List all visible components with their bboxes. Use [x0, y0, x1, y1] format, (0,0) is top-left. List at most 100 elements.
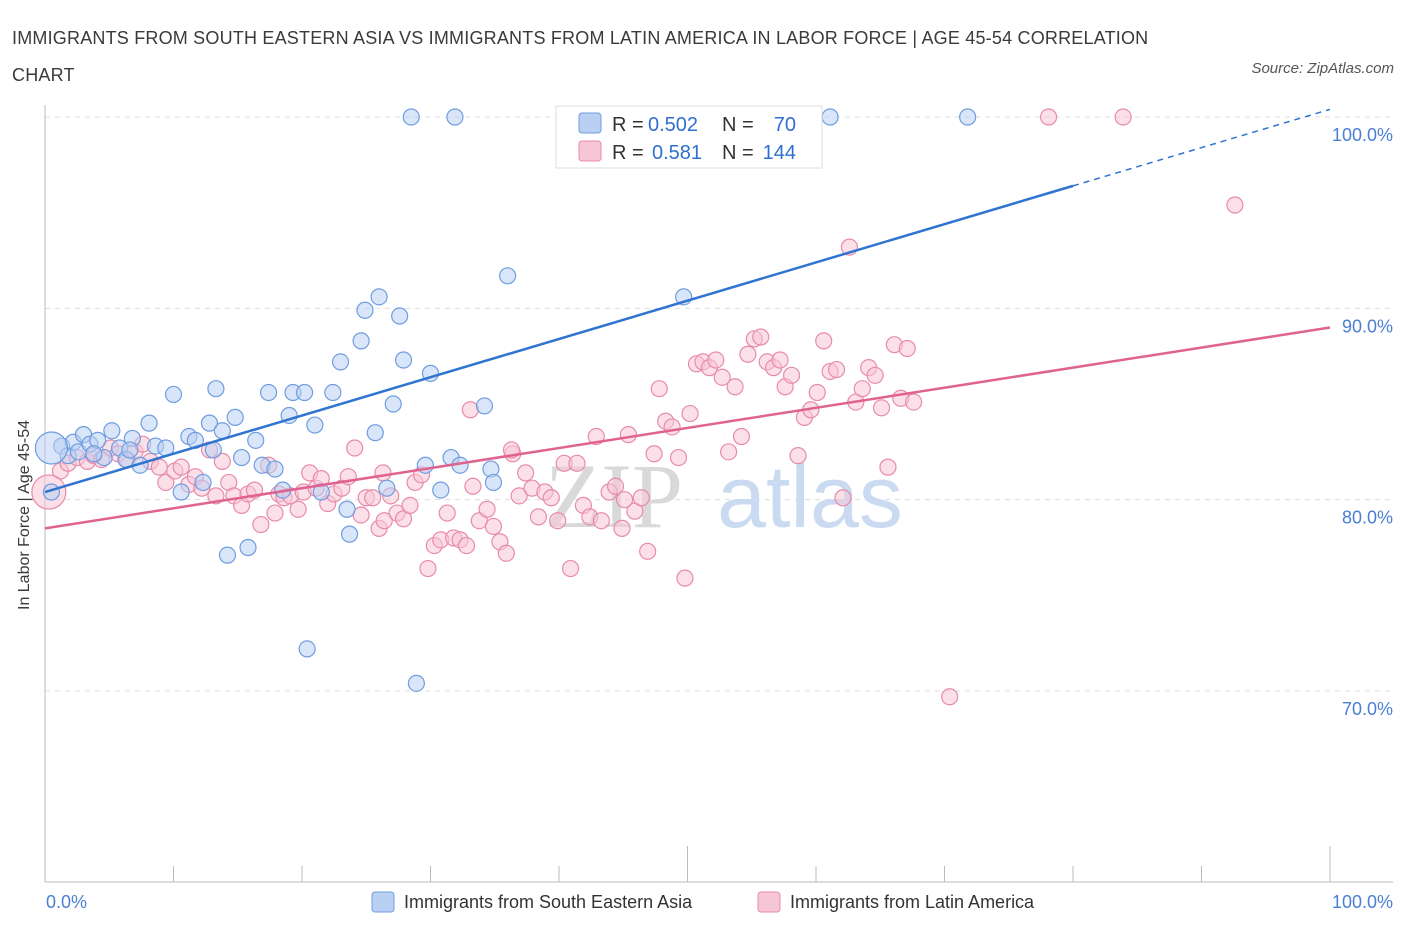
stats-n-value-blue: 70 [774, 114, 796, 136]
data-point [194, 473, 212, 492]
data-point [516, 464, 535, 482]
data-point [370, 288, 388, 306]
grid-lines [45, 116, 1393, 692]
data-point [542, 489, 560, 507]
trend-line-south-eastern-asia [44, 184, 1074, 494]
stats-r-key-blue: R = [612, 114, 644, 136]
data-point [375, 512, 393, 530]
data-point [669, 448, 688, 467]
data-point [324, 383, 342, 402]
stats-r-value-pink: 0.581 [652, 142, 702, 164]
data-point [374, 464, 392, 482]
data-point [172, 458, 190, 476]
data-point [157, 473, 175, 492]
data-point [707, 351, 725, 369]
data-point [663, 418, 681, 436]
data-point [438, 504, 456, 522]
data-point [364, 489, 382, 507]
data-point [247, 431, 265, 449]
trend-line-extension-south-eastern-asia [1072, 108, 1331, 187]
data-point [561, 559, 580, 578]
data-point [338, 500, 356, 518]
data-point [834, 489, 852, 507]
data-point [331, 353, 350, 371]
stats-swatch-blue [578, 112, 602, 134]
data-point [103, 422, 121, 440]
y-tick-label: 80.0% [1342, 508, 1393, 528]
data-point [789, 447, 807, 465]
data-point [239, 538, 257, 557]
series-legend: Immigrants from South Eastern Asia Immig… [371, 891, 1035, 913]
data-point [650, 380, 668, 398]
data-point [613, 519, 631, 537]
data-point [606, 477, 625, 495]
data-point [499, 267, 517, 285]
legend-swatch-latin-america [757, 891, 781, 913]
data-point [898, 339, 916, 358]
data-point [739, 345, 757, 363]
data-point [464, 477, 482, 495]
y-tick-label: 90.0% [1342, 316, 1393, 336]
data-point [959, 108, 977, 126]
data-point [394, 351, 413, 369]
data-point [266, 460, 284, 478]
data-point [815, 332, 833, 350]
trend-line-latin-america [44, 326, 1331, 530]
trend-lines [44, 108, 1331, 530]
data-point [619, 426, 637, 444]
data-point [592, 512, 611, 530]
data-point [352, 332, 370, 350]
series-south-eastern-asia [34, 108, 977, 692]
data-point [402, 108, 420, 126]
y-tick-labels: 70.0% 80.0% 90.0% 100.0% [1332, 125, 1393, 719]
data-point [34, 431, 69, 465]
data-point [720, 443, 738, 461]
data-point [295, 383, 314, 402]
data-point [164, 385, 183, 404]
data-point [681, 404, 699, 423]
data-point [266, 504, 284, 522]
legend-label-latin-america: Immigrants from Latin America [790, 892, 1035, 912]
data-point [1039, 108, 1058, 126]
watermark-atlas: atlas [717, 447, 903, 546]
stats-r-value-blue: 0.502 [648, 114, 698, 136]
data-point [384, 395, 402, 413]
data-point [298, 640, 316, 658]
data-point [484, 473, 503, 492]
data-point [172, 483, 190, 501]
data-point [568, 454, 586, 472]
data-point [1226, 196, 1244, 214]
data-point [259, 383, 278, 402]
x-tick-label-min: 0.0% [46, 892, 87, 912]
data-point [497, 544, 515, 562]
data-point [306, 416, 324, 434]
data-point [121, 441, 139, 459]
data-point [632, 489, 650, 507]
data-point [853, 380, 871, 398]
data-point [639, 542, 657, 560]
y-tick-label: 70.0% [1342, 699, 1393, 719]
data-point [713, 368, 731, 386]
data-point [808, 383, 826, 402]
x-tick-label-max: 100.0% [1332, 892, 1393, 912]
data-point [1114, 108, 1132, 126]
series-latin-america [31, 108, 1244, 706]
data-point [218, 546, 237, 564]
stats-n-key-pink: N = [722, 142, 754, 164]
data-point [407, 674, 425, 692]
y-tick-label: 100.0% [1332, 125, 1393, 145]
data-point [461, 401, 479, 419]
data-point [366, 424, 384, 442]
data-point [252, 515, 270, 534]
data-point [827, 360, 846, 379]
data-point [941, 688, 959, 706]
data-point [645, 445, 663, 463]
watermark: ZIP atlas [545, 445, 903, 547]
data-point [879, 458, 897, 476]
data-point [872, 399, 891, 417]
data-point [549, 512, 567, 530]
data-point [213, 452, 231, 470]
data-point [289, 500, 307, 518]
data-point [346, 439, 364, 457]
